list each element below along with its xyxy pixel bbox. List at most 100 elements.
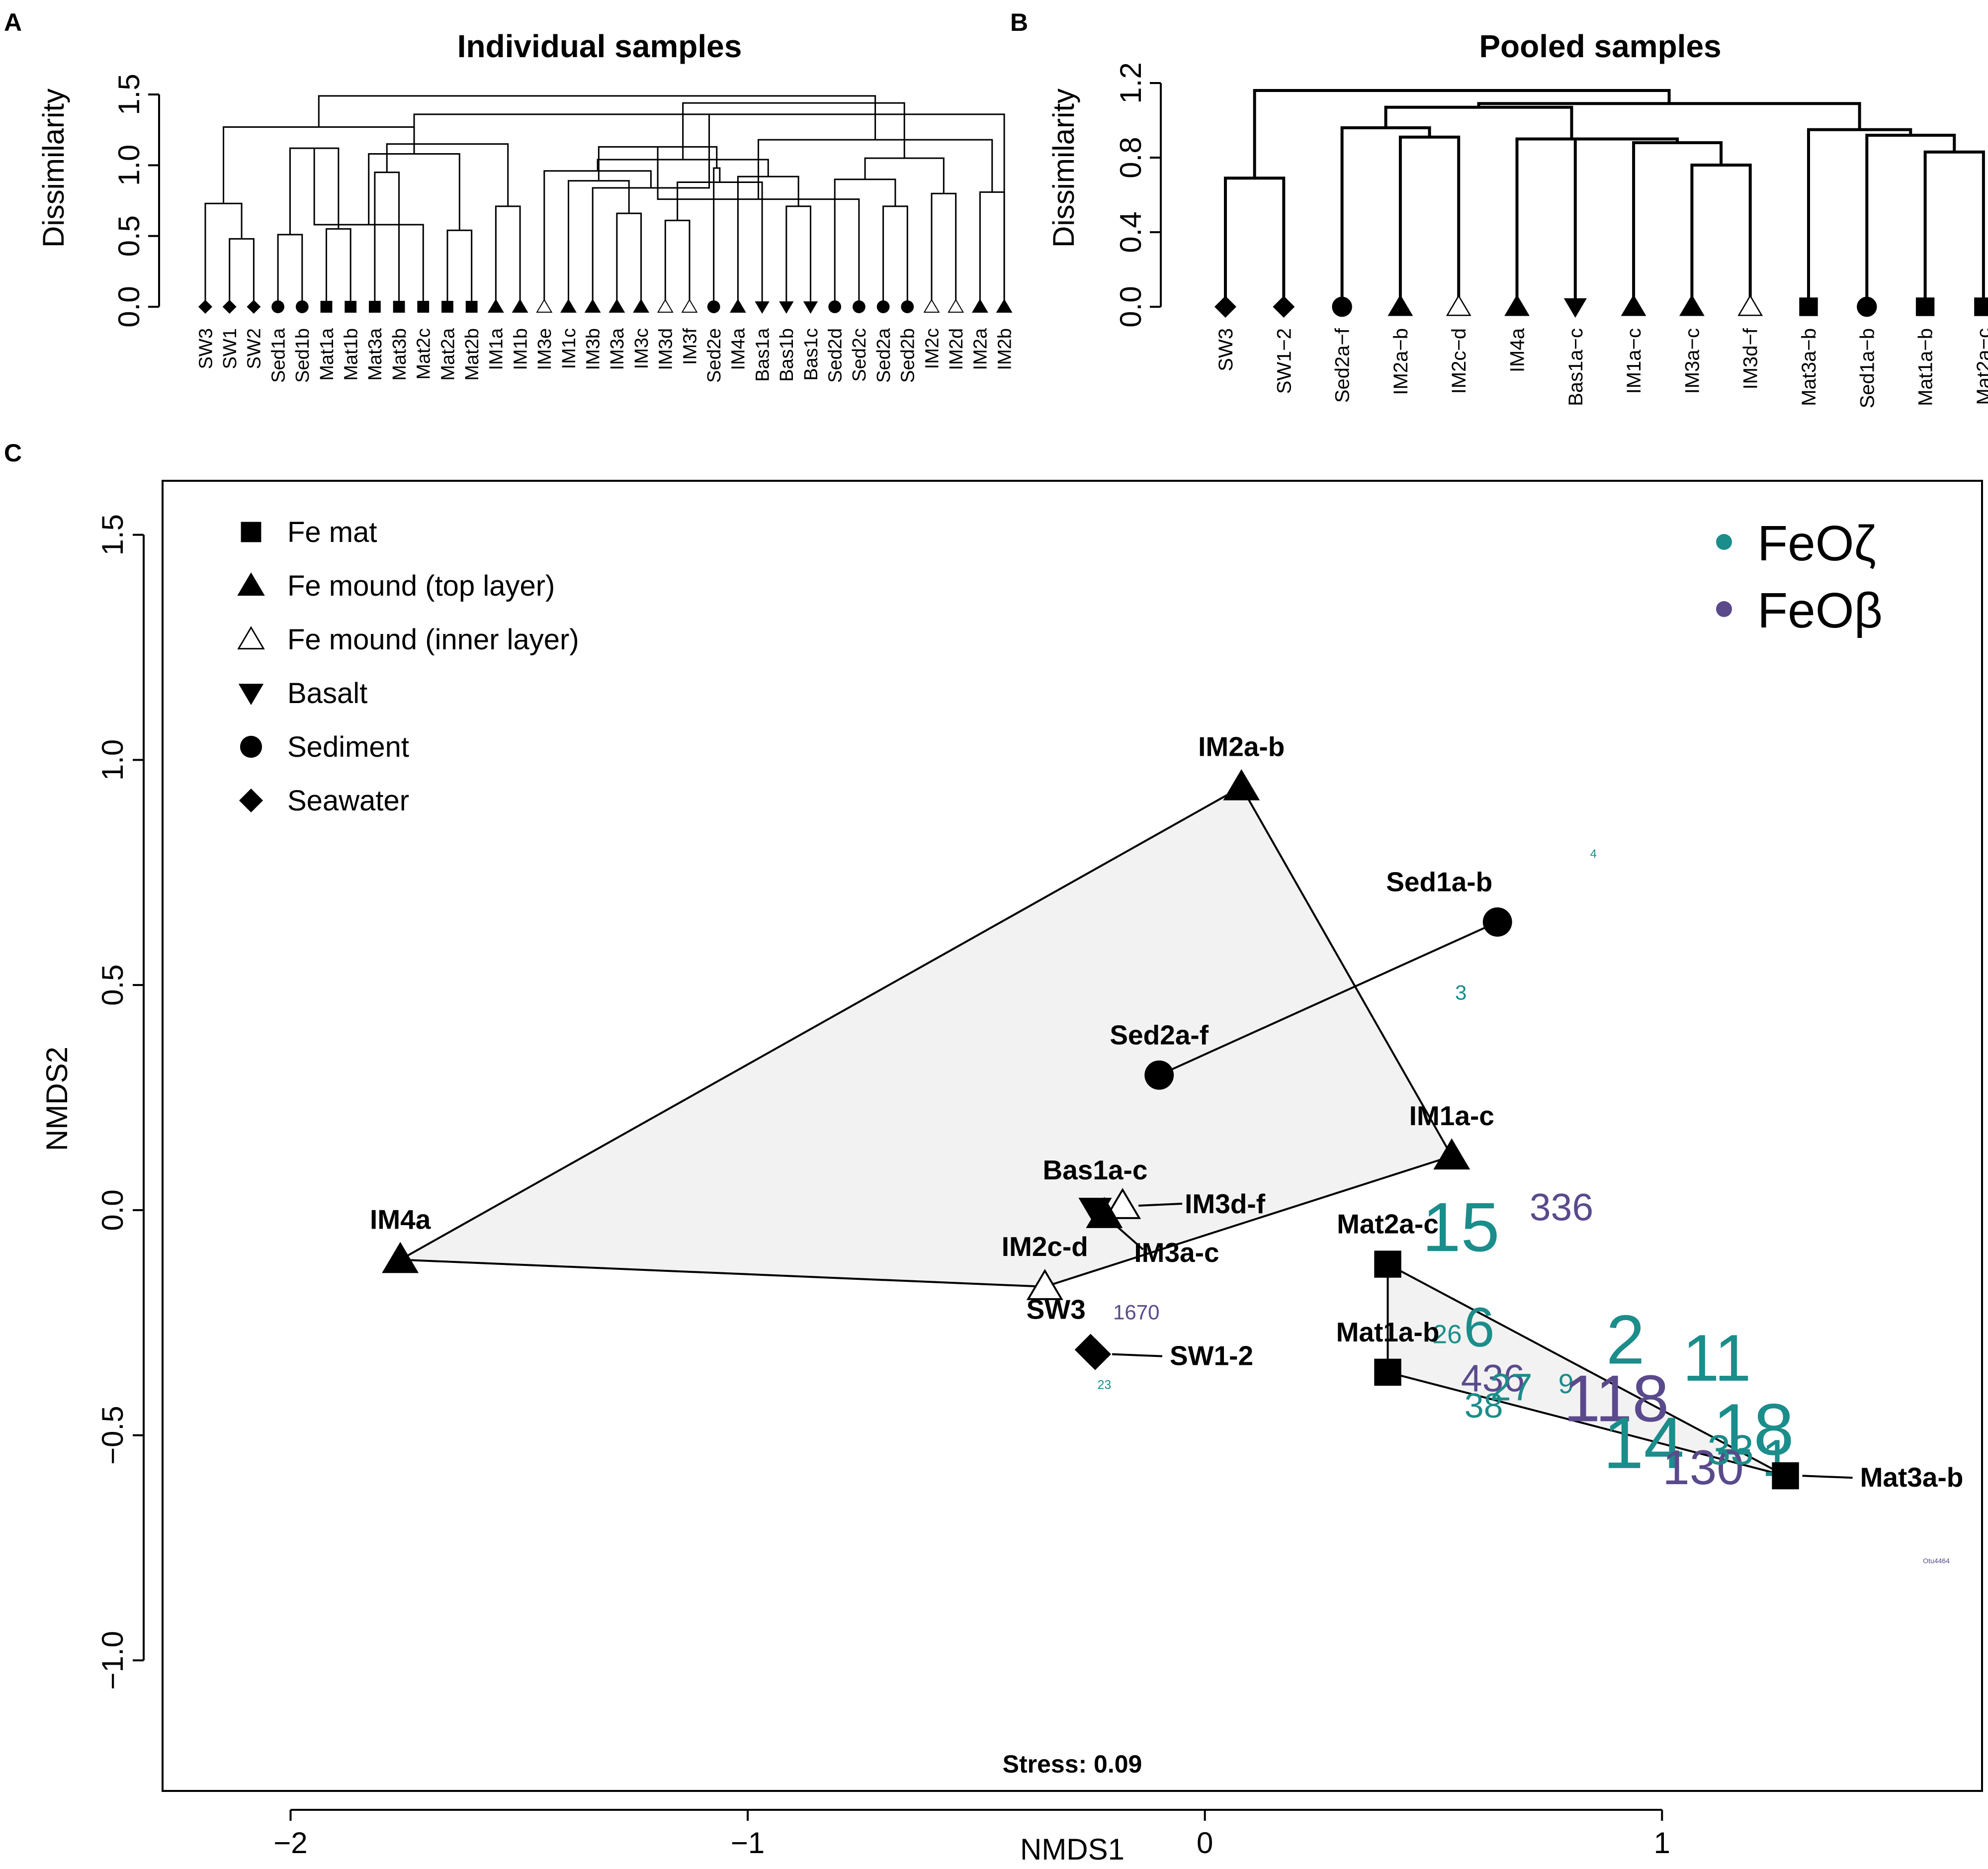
otu-label-1670: 1670 <box>1113 1300 1159 1324</box>
leaf-label: Mat2a−c <box>1973 328 1988 405</box>
panel-b-title: Pooled samples <box>1479 28 1721 64</box>
panel-c-axes: −2 −1 0 1 −1.0 −0.5 0.0 0.5 1.0 1.5 <box>96 514 1670 1860</box>
panel-a-y-axis-label: Dissimilarity <box>37 89 70 248</box>
otu-label-130: 130 <box>1662 1440 1744 1495</box>
panel-a-dendrogram <box>204 95 1005 307</box>
legend-label: Fe mound (inner layer) <box>287 623 579 656</box>
panel-b-y-axis-label: Dissimilarity <box>1047 89 1080 248</box>
panel-b-label: B <box>1010 8 1028 36</box>
leaf-marker-Sed1b <box>295 300 309 313</box>
site-label: SW3 <box>1027 1294 1086 1325</box>
leaf-label: Mat2c <box>414 328 434 379</box>
leader-line <box>1112 1353 1163 1357</box>
leaf-label: IM2b <box>994 328 1015 370</box>
site-label: IM4a <box>370 1204 431 1235</box>
dendrogram-branch <box>1515 137 1627 307</box>
leaf-label: IM4a <box>728 328 749 370</box>
y-tick-label: 0.8 <box>1114 137 1147 178</box>
site-label: SW1-2 <box>1170 1340 1253 1371</box>
site-marker-Mat1a-b <box>1374 1358 1401 1386</box>
legend-label: Fe mat <box>287 516 377 548</box>
panel-a-title: Individual samples <box>457 28 742 64</box>
leaf-label: Sed2a <box>873 328 894 383</box>
otu-label-336: 336 <box>1530 1186 1593 1229</box>
panel-c-legend: Fe mat Fe mound (top layer) Fe mound (inne… <box>237 516 579 817</box>
otu-label-33: 33 <box>1708 1426 1754 1473</box>
site-marker-Mat2a-c <box>1374 1250 1401 1278</box>
site-label: IM2c-d <box>1002 1231 1088 1262</box>
leaf-label: IM2a <box>970 328 991 370</box>
legend-label: Fe mound (top layer) <box>287 570 555 602</box>
legend-label: Sediment <box>287 731 409 763</box>
y-tick-label: 1.2 <box>1114 62 1147 103</box>
leaf-label: IM3a <box>607 328 628 370</box>
leaf-label: IM3b <box>583 328 604 370</box>
leaf-marker-Mat3a−b <box>1799 297 1818 316</box>
leaf-marker-IM3f <box>681 299 698 313</box>
otu-label-15: 15 <box>1422 1188 1500 1266</box>
panel-a-y-axis: 0.0 0.5 1.0 1.5 <box>112 74 160 328</box>
x-tick-label: 0 <box>1197 1826 1213 1860</box>
leaf-marker-Mat1a <box>320 301 333 313</box>
leaf-label: IM4a <box>1507 328 1529 372</box>
leaf-marker-Sed2a <box>876 300 890 313</box>
leaf-label: IM3d <box>656 328 677 370</box>
y-tick-label: −0.5 <box>96 1406 129 1464</box>
y-tick-label: 1.0 <box>112 145 146 186</box>
leaf-marker-IM2d <box>948 299 964 313</box>
leaf-marker-IM1c <box>560 299 577 313</box>
otu-label-118: 118 <box>1563 1362 1669 1435</box>
leaf-marker-SW3 <box>198 300 212 314</box>
leaf-label: SW1 <box>220 328 241 369</box>
y-tick-label: 1.5 <box>96 514 129 555</box>
leaf-marker-Mat2a <box>441 301 453 313</box>
site-marker-IM2c-d <box>1026 1269 1063 1300</box>
panel-b: B Pooled samples Dissimilarity 0.0 0.4 0.8… <box>1010 8 1988 408</box>
leaf-label: Mat3a−b <box>1798 328 1820 406</box>
panel-c-otu-legend: FeOζ FeOβ <box>1716 516 1883 638</box>
leaf-label: IM1a <box>486 328 507 370</box>
otu-label-18: 18 <box>1713 1389 1794 1470</box>
y-tick-label: 1.5 <box>112 74 146 115</box>
leaf-label: Bas1b <box>777 328 797 382</box>
y-tick-label: 0.0 <box>112 286 146 327</box>
leaf-label: Sed2e <box>704 328 725 383</box>
leaf-label: Bas1a <box>752 328 773 382</box>
panel-a-label: A <box>4 8 22 36</box>
legend-marker-square <box>241 522 261 542</box>
leaf-marker-SW1−2 <box>1273 296 1295 318</box>
leaf-label: Sed1a <box>268 328 289 383</box>
panel-c-x-axis-label: NMDS1 <box>1020 1833 1124 1866</box>
leaf-label: Sed2b <box>898 328 919 383</box>
panel-b-dendrogram <box>1224 89 1985 307</box>
leaf-label: IM3e <box>534 328 555 370</box>
otu-label-Otu4464: Otu4464 <box>1923 1557 1950 1565</box>
legend-marker-triangle-open <box>237 626 265 650</box>
panel-c: C −2 −1 0 1 −1.0 −0.5 0.0 0.5 1.0 1.5 NMDS1 NMDS2… <box>4 439 1983 1866</box>
leaf-marker-IM2c <box>923 299 940 313</box>
leaf-marker-SW2 <box>247 300 261 314</box>
legend-marker-triangle <box>237 572 265 596</box>
leaf-marker-IM3d <box>657 299 674 313</box>
leaf-marker-IM1a−c <box>1621 294 1646 316</box>
leaf-marker-IM2a−b <box>1387 294 1413 316</box>
otu-label-4: 4 <box>1590 847 1597 861</box>
leaf-label: IM1b <box>510 328 531 370</box>
leaf-label: IM2a−b <box>1390 328 1412 395</box>
otu-label-6: 6 <box>1464 1296 1494 1358</box>
leaf-label: Bas1c <box>801 328 822 381</box>
panel-c-plot-frame <box>162 480 1983 1792</box>
panel-a: A Individual samples Dissimilarity 0.00.… <box>4 8 1015 383</box>
leaf-label: IM1c <box>559 328 580 369</box>
otu-label-9: 9 <box>1558 1368 1574 1399</box>
y-tick-label: −1.0 <box>96 1631 129 1690</box>
leaf-marker-IM3b <box>584 299 601 313</box>
y-tick-label: 1.0 <box>96 739 129 781</box>
leaf-marker-Mat3a <box>369 301 381 313</box>
stress-annotation: Stress: 0.09 <box>1003 1750 1142 1778</box>
site-marker-SW1-2 <box>1079 1338 1111 1370</box>
leaf-label: IM3d−f <box>1740 328 1762 389</box>
site-label: IM3a-c <box>1134 1237 1219 1268</box>
leaf-marker-IM3d−f <box>1737 294 1763 316</box>
panel-b-leaves: SW3 SW1−2 Sed2a−f IM2a−b IM2c−d IM4a Bas1a−c IM… <box>1214 294 1988 408</box>
